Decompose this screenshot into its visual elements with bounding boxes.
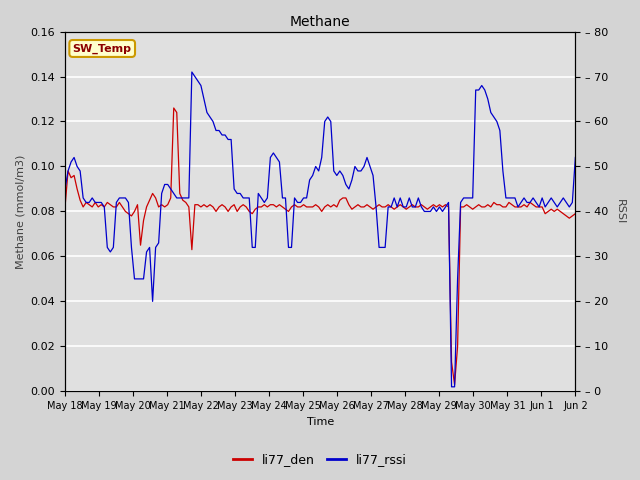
li77_den xyxy=(61,204,69,210)
li77_rssi xyxy=(309,173,317,179)
li77_rssi xyxy=(188,69,196,75)
li77_den xyxy=(255,204,262,210)
li77_rssi xyxy=(333,173,340,179)
li77_den xyxy=(524,204,531,210)
li77_rssi xyxy=(572,155,579,160)
li77_den xyxy=(170,105,177,111)
Text: SW_Temp: SW_Temp xyxy=(73,43,132,54)
li77_den xyxy=(572,211,579,216)
li77_rssi xyxy=(448,384,456,390)
X-axis label: Time: Time xyxy=(307,417,334,427)
Line: li77_den: li77_den xyxy=(65,108,575,384)
Title: Methane: Methane xyxy=(290,15,351,29)
li77_den xyxy=(333,204,340,210)
li77_den xyxy=(309,204,317,210)
Y-axis label: Methane (mmol/m3): Methane (mmol/m3) xyxy=(15,154,25,269)
li77_den xyxy=(451,382,458,387)
li77_rssi xyxy=(61,186,69,192)
li77_rssi xyxy=(255,191,262,196)
li77_rssi xyxy=(312,164,319,169)
Line: li77_rssi: li77_rssi xyxy=(65,72,575,387)
li77_rssi xyxy=(134,276,141,282)
Legend: li77_den, li77_rssi: li77_den, li77_rssi xyxy=(228,448,412,471)
li77_den xyxy=(134,202,141,207)
li77_den xyxy=(312,202,319,207)
li77_rssi xyxy=(524,200,531,205)
Y-axis label: RSSI: RSSI xyxy=(615,199,625,224)
